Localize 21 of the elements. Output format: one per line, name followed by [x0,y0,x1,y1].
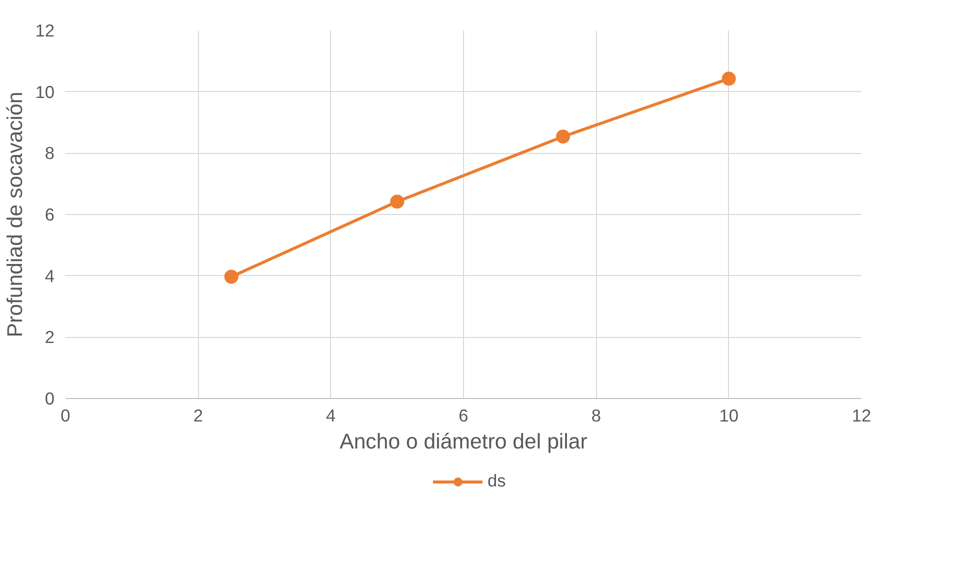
x-tick-label: 2 [193,406,203,426]
y-tick-label: 10 [35,82,55,102]
point [722,72,736,86]
y-axis-title: Profundiad de socavación [3,92,28,338]
x-tick-label: 8 [591,406,601,426]
x-tick-label: 12 [852,406,872,426]
x-tick-label: 6 [458,406,468,426]
x-tick-label: 4 [326,406,336,426]
point [556,130,570,144]
y-tick-label: 6 [44,204,55,224]
point [390,194,404,209]
y-tick-label: 12 [35,20,55,40]
legend-label: ds [488,470,507,492]
y-tick-label: 0 [44,388,55,408]
y-tick-label: 8 [44,143,55,164]
y-tick-label: 4 [44,266,55,286]
x-tick-label: 10 [719,406,738,426]
x-axis-title: Ancho o diámetro del pilar [340,430,588,454]
point [224,270,238,284]
x-tick-label: 0 [60,406,70,426]
y-tick-label: 2 [44,327,55,348]
